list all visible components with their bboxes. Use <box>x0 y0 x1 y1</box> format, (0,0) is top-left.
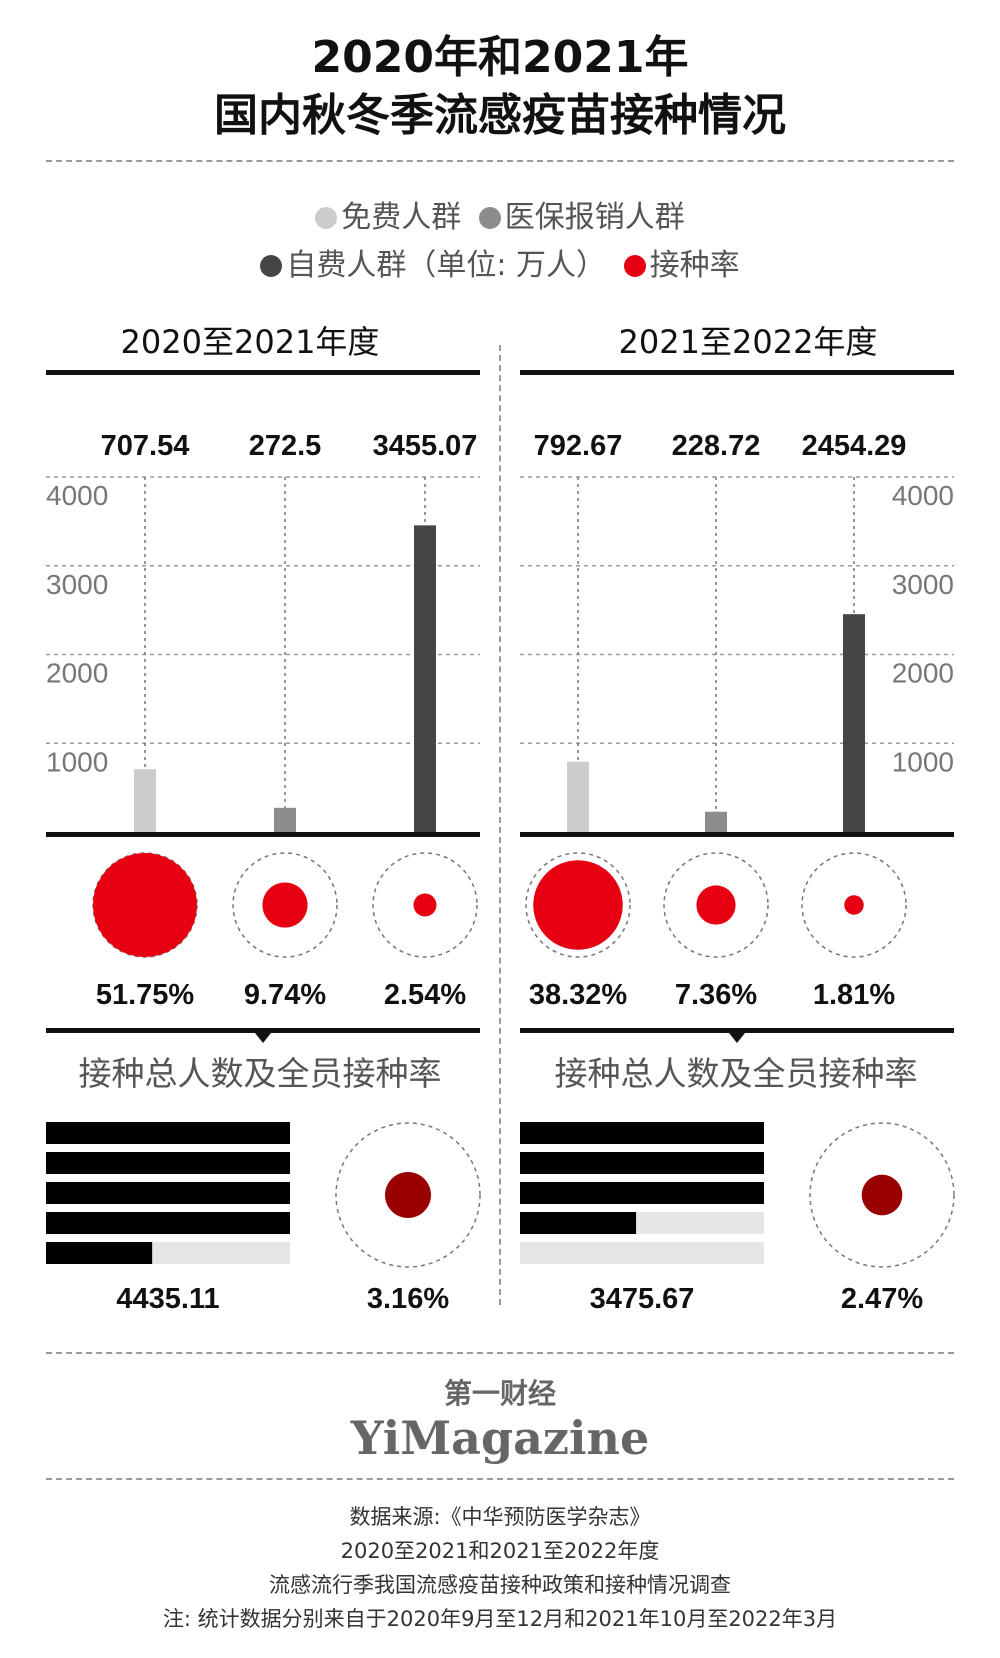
y-tick-label-left: 4000 <box>46 480 108 511</box>
legend-item-insurance: 医保报销人群 <box>478 196 685 240</box>
overall-rate-label-left: 3.16% <box>367 1283 449 1315</box>
total-bar-fill-left <box>46 1122 290 1144</box>
overall-rate-dot-right <box>861 1174 903 1216</box>
bar-value-label-right: 228.72 <box>672 430 761 462</box>
y-tick-label-right: 3000 <box>892 569 954 600</box>
legend-item-rate: 接种率 <box>623 244 740 288</box>
center-divider <box>499 345 501 1305</box>
legend-item-self-paid: 自费人群（单位: 万人） <box>260 244 606 288</box>
legend-dot-free <box>315 207 338 229</box>
legend-label-free: 免费人群 <box>341 200 462 235</box>
total-bar-track-right <box>520 1242 764 1264</box>
rate-label-left: 51.75% <box>96 979 195 1011</box>
top-divider <box>46 160 954 162</box>
rate-label-right: 1.81% <box>813 979 895 1011</box>
brand-logo: YiMagazine <box>350 1411 650 1465</box>
period-label-right: 2021至2022年度 <box>618 323 878 361</box>
title-line-2: 国内秋冬季流感疫苗接种情况 <box>214 90 786 141</box>
rate-dot-left <box>262 882 308 928</box>
overall-rate-label-right: 2.47% <box>841 1283 923 1315</box>
period-rule-left <box>46 370 480 375</box>
rate-ring-right <box>801 852 907 958</box>
legend-row-1: 免费人群 医保报销人群 <box>0 196 1000 240</box>
rate-dot-right <box>696 885 736 925</box>
legend-item-free: 免费人群 <box>315 196 461 240</box>
bar-baseline-right <box>520 832 954 837</box>
bar-right <box>705 811 727 832</box>
brand-chinese: 第一财经 <box>443 1377 556 1410</box>
legend-label-insurance: 医保报销人群 <box>504 200 685 235</box>
summary-pointer-left <box>255 1033 271 1043</box>
bar-value-label-left: 707.54 <box>101 430 190 462</box>
total-label-right: 3475.67 <box>590 1283 695 1315</box>
total-label-left: 4435.11 <box>116 1283 219 1315</box>
bar-value-label-right: 792.67 <box>534 430 623 462</box>
summary-rule-left <box>46 1028 480 1033</box>
rate-dot-left <box>413 893 437 917</box>
rate-label-right: 7.36% <box>675 979 757 1011</box>
legend-dot-insurance <box>478 207 501 229</box>
note-line: 注: 统计数据分别来自于2020年9月至12月和2021年10月至2022年3月 <box>162 1607 838 1631</box>
rate-label-left: 2.54% <box>384 979 466 1011</box>
summary-pointer-right <box>729 1033 745 1043</box>
source-line-1: 数据来源:《中华预防医学杂志》 <box>349 1505 651 1529</box>
legend-dot-rate <box>623 255 646 277</box>
brand-top-divider <box>46 1352 954 1354</box>
bar-value-label-right: 2454.29 <box>802 430 907 462</box>
y-tick-label-left: 3000 <box>46 569 108 600</box>
bar-value-label-left: 3455.07 <box>373 430 478 462</box>
summary-title-right: 接种总人数及全员接种率 <box>554 1054 918 1093</box>
rate-ring-right <box>663 852 769 958</box>
y-tick-label-right: 4000 <box>892 480 954 511</box>
total-bar-fill-left <box>46 1152 290 1174</box>
total-bar-fill-right <box>520 1182 764 1204</box>
summary-rule-right <box>520 1028 954 1033</box>
rate-label-right: 38.32% <box>529 979 628 1011</box>
total-bar-fill-left <box>46 1182 290 1204</box>
legend-dot-self-paid <box>260 255 283 277</box>
bar-right <box>567 761 589 832</box>
rate-dot-right <box>533 860 623 950</box>
total-bar-fill-left <box>46 1242 153 1264</box>
y-tick-label-left: 2000 <box>46 658 108 689</box>
legend-label-rate: 接种率 <box>649 248 740 283</box>
source-line-3: 流感流行季我国流感疫苗接种政策和接种情况调查 <box>269 1573 731 1597</box>
title-line-1: 2020年和2021年 <box>311 32 689 83</box>
total-bar-fill-left <box>46 1212 290 1234</box>
total-bar-fill-right <box>520 1212 637 1234</box>
y-tick-label-left: 1000 <box>46 746 108 777</box>
bar-right <box>843 614 865 832</box>
total-bar-fill-right <box>520 1152 764 1174</box>
y-tick-label-right: 2000 <box>892 658 954 689</box>
rate-ring-left <box>232 852 338 958</box>
period-label-left: 2020至2021年度 <box>120 323 380 361</box>
bar-left <box>274 807 296 832</box>
rate-ring-left <box>372 852 478 958</box>
bar-left <box>134 769 156 832</box>
legend-row-2: 自费人群（单位: 万人） 接种率 <box>0 244 1000 288</box>
bar-left <box>414 525 436 832</box>
overall-rate-ring-left <box>335 1122 481 1268</box>
legend-label-self-paid: 自费人群（单位: 万人） <box>286 248 607 283</box>
rate-dot-right <box>844 895 864 915</box>
total-bar-fill-right <box>520 1122 764 1144</box>
brand-bottom-divider <box>46 1478 954 1480</box>
rate-ring-right <box>525 852 631 958</box>
bar-value-label-left: 272.5 <box>249 430 322 462</box>
rate-dot-left <box>93 853 197 957</box>
bar-baseline-left <box>46 832 480 837</box>
overall-rate-ring-right <box>809 1122 955 1268</box>
overall-rate-dot-left <box>385 1172 431 1218</box>
y-tick-label-right: 1000 <box>892 746 954 777</box>
summary-title-left: 接种总人数及全员接种率 <box>78 1054 442 1093</box>
period-rule-right <box>520 370 954 375</box>
source-line-2: 2020至2021和2021至2022年度 <box>340 1539 660 1563</box>
rate-label-left: 9.74% <box>244 979 326 1011</box>
